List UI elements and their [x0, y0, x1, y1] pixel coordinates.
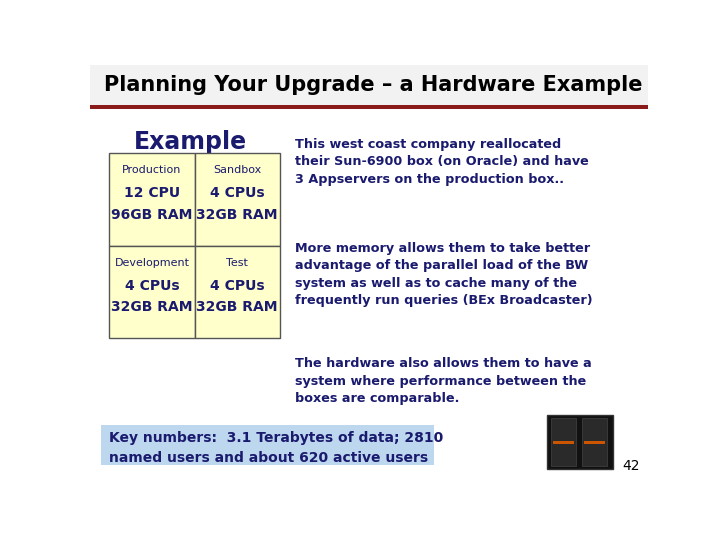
Text: This west coast company reallocated
their Sun-6900 box (on Oracle) and have
3 Ap: This west coast company reallocated thei… — [295, 138, 589, 186]
Bar — [551, 418, 576, 466]
Bar — [194, 246, 280, 338]
Bar — [584, 441, 606, 444]
Bar — [109, 246, 194, 338]
Text: 4 CPUs: 4 CPUs — [210, 186, 264, 200]
Bar — [90, 105, 648, 109]
Bar — [194, 153, 280, 246]
Text: 4 CPUs: 4 CPUs — [125, 279, 179, 293]
Text: 4 CPUs: 4 CPUs — [210, 279, 264, 293]
Text: 42: 42 — [623, 459, 640, 473]
Text: 96GB RAM: 96GB RAM — [112, 208, 193, 222]
Text: Production: Production — [122, 165, 181, 176]
Text: 32GB RAM: 32GB RAM — [112, 300, 193, 314]
Text: Test: Test — [226, 258, 248, 268]
Text: Key numbers:  3.1 Terabytes of data; 2810
named users and about 620 active users: Key numbers: 3.1 Terabytes of data; 2810… — [109, 431, 443, 465]
Bar — [90, 65, 648, 105]
Bar — [582, 418, 607, 466]
Bar — [109, 153, 194, 246]
Bar — [553, 441, 575, 444]
Text: Planning Your Upgrade – a Hardware Example: Planning Your Upgrade – a Hardware Examp… — [104, 75, 642, 95]
Text: 32GB RAM: 32GB RAM — [197, 300, 278, 314]
Text: 12 CPU: 12 CPU — [124, 186, 180, 200]
Text: Sandbox: Sandbox — [213, 165, 261, 176]
Text: More memory allows them to take better
advantage of the parallel load of the BW
: More memory allows them to take better a… — [295, 242, 593, 307]
Text: Example: Example — [134, 130, 247, 154]
Text: The hardware also allows them to have a
system where performance between the
box: The hardware also allows them to have a … — [295, 357, 592, 406]
Bar — [101, 425, 434, 465]
Bar — [547, 415, 613, 469]
Text: 32GB RAM: 32GB RAM — [197, 208, 278, 222]
Text: Development: Development — [114, 258, 189, 268]
